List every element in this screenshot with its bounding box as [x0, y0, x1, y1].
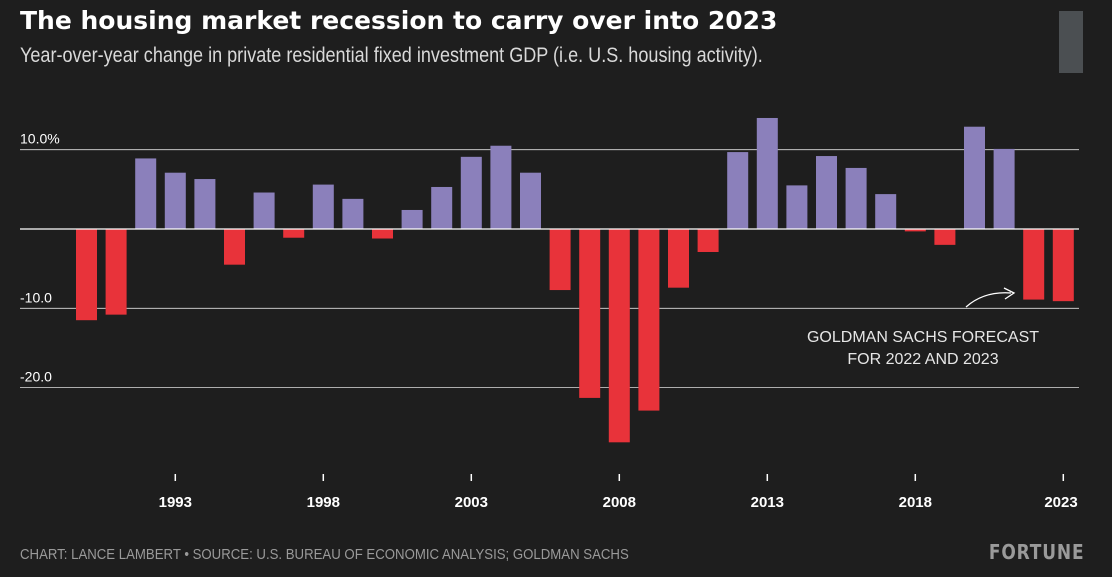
bar [431, 186, 453, 229]
logo-bar [1059, 11, 1083, 73]
y-tick-label: 10.0% [20, 131, 60, 147]
bar [904, 229, 926, 232]
y-tick-label: -10.0 [20, 289, 52, 305]
y-tick-label: -20.0 [20, 369, 52, 385]
bar [875, 194, 897, 229]
bar [756, 117, 778, 229]
bar [135, 158, 157, 229]
bar [164, 172, 186, 229]
bar [786, 185, 808, 229]
bar [549, 229, 571, 291]
bar [608, 229, 630, 443]
bar [460, 156, 482, 229]
bar [224, 229, 245, 265]
annotation-arrow [965, 292, 1012, 308]
bar [342, 198, 364, 229]
bar [283, 229, 305, 238]
x-tick-label: 2003 [455, 494, 488, 511]
bar [845, 167, 867, 229]
source-note: CHART: LANCE LAMBERT • SOURCE: U.S. BURE… [20, 546, 629, 563]
bar [934, 229, 956, 245]
forecast-annotation: FOR 2022 AND 2023 [847, 351, 998, 368]
forecast-annotation: GOLDMAN SACHS FORECAST [807, 329, 1039, 346]
bar [194, 179, 216, 229]
bar [372, 229, 393, 239]
bar [105, 229, 127, 315]
x-tick-label: 2018 [899, 494, 932, 511]
bar [401, 209, 423, 229]
x-tick-label: 1993 [159, 494, 192, 511]
bar [1023, 229, 1045, 300]
bar [638, 229, 660, 411]
x-tick-label: 2008 [603, 494, 636, 511]
annotation-arrowhead [1003, 287, 1016, 300]
bar-chart: 10.0% -10.0 -20.0 1993 1998 2003 2008 2013 2018 2… [20, 117, 1079, 511]
x-tick-label: 2023 [1044, 494, 1077, 511]
x-tick-label: 2013 [751, 494, 784, 511]
bar [964, 126, 985, 229]
x-tick-label: 1998 [307, 494, 340, 511]
bar [816, 156, 837, 229]
bar [727, 152, 749, 229]
bar [76, 229, 97, 321]
chart-title: The housing market recession to carry ov… [20, 6, 778, 35]
chart-subtitle: Year-over-year change in private residen… [20, 44, 763, 67]
bar [490, 145, 512, 229]
bar [993, 148, 1015, 229]
bar [1052, 229, 1074, 302]
bar [312, 184, 334, 229]
fortune-logo: FORTUNE [988, 540, 1084, 564]
bar [520, 172, 541, 229]
bar [253, 192, 275, 229]
bar [579, 229, 601, 398]
bar [697, 229, 719, 252]
bar [668, 229, 689, 288]
